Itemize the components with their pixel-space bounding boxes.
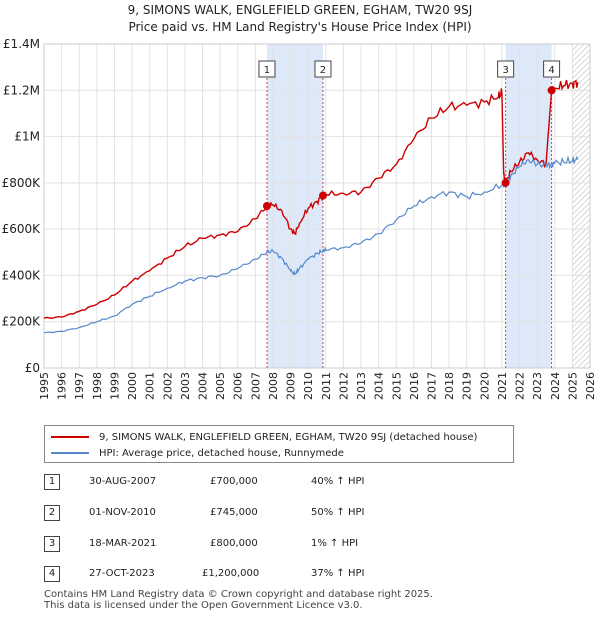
forecast-hatch xyxy=(572,44,590,368)
x-tick-label: 1998 xyxy=(91,372,104,400)
chart-subtitle: Price paid vs. HM Land Registry's House … xyxy=(128,20,472,34)
y-tick-label: £1.4M xyxy=(3,37,40,51)
x-tick-label: 1999 xyxy=(108,372,121,400)
x-tick-label: 2020 xyxy=(478,372,491,400)
price-chart: £0 £200K £400K £600K £800K £1M £1.2M £1.4M 1995 1… xyxy=(2,37,597,400)
sale-label: 3 xyxy=(502,65,508,76)
sale-point xyxy=(501,178,510,187)
x-tick-label: 1995 xyxy=(38,372,51,400)
transaction-hpi: 1% ↑ HPI xyxy=(311,538,359,549)
plot-frame xyxy=(43,43,591,369)
footer-copyright: Contains HM Land Registry data © Crown c… xyxy=(44,589,433,600)
x-tick-label: 2009 xyxy=(285,372,298,400)
x-tick-label: 2012 xyxy=(337,372,350,400)
transaction-price: £800,000 xyxy=(210,538,258,549)
x-tick-label: 2004 xyxy=(197,372,210,400)
sale-label: 2 xyxy=(320,65,326,76)
sale-label: 4 xyxy=(548,65,554,76)
y-tick-label: £0 xyxy=(25,361,40,375)
y-tick-label: £400K xyxy=(2,268,42,282)
x-tick-label: 2008 xyxy=(267,372,280,400)
x-tick-label: 2014 xyxy=(373,372,386,400)
y-tick-label: £200K xyxy=(2,315,42,329)
transaction-number: 4 xyxy=(44,566,60,582)
footer: Contains HM Land Registry data © Crown c… xyxy=(44,589,433,611)
sale-label-box xyxy=(497,60,515,78)
sale-label: 1 xyxy=(264,65,270,76)
transaction-number: 1 xyxy=(44,474,60,490)
chart-title: 9, SIMONS WALK, ENGLEFIELD GREEN, EGHAM,… xyxy=(127,3,473,17)
x-tick-label: 2003 xyxy=(179,372,192,400)
legend-swatch-hpi xyxy=(51,452,89,454)
x-tick-label: 1996 xyxy=(56,372,69,400)
transaction-number: 2 xyxy=(44,505,60,521)
y-tick-label: £800K xyxy=(2,176,42,190)
transaction-date: 27-OCT-2023 xyxy=(89,568,155,579)
sale-label-box xyxy=(314,60,332,78)
transaction-hpi: 37% ↑ HPI xyxy=(311,568,365,579)
sale-label-box xyxy=(543,60,561,78)
transaction-hpi: 50% ↑ HPI xyxy=(311,507,365,518)
legend-item-hpi: HPI: Average price, detached house, Runn… xyxy=(51,446,344,460)
sale-point xyxy=(262,202,271,210)
x-tick-label: 2019 xyxy=(461,372,474,400)
footer-license: This data is licensed under the Open Gov… xyxy=(44,600,363,611)
transaction-price: £745,000 xyxy=(210,507,258,518)
transaction-date: 30-AUG-2007 xyxy=(89,476,157,487)
transaction-date: 01-NOV-2010 xyxy=(89,507,156,518)
x-tick-label: 2002 xyxy=(161,372,174,400)
x-tick-label: 2005 xyxy=(214,372,227,400)
x-tick-label: 2026 xyxy=(584,372,597,400)
x-tick-label: 2018 xyxy=(443,372,456,400)
x-tick-label: 2016 xyxy=(408,372,421,400)
x-tick-label: 2001 xyxy=(144,372,157,400)
x-tick-label: 2006 xyxy=(232,372,245,400)
sale-point xyxy=(318,191,327,200)
transaction-price: £700,000 xyxy=(210,476,258,487)
x-tick-label: 2015 xyxy=(390,372,403,400)
x-tick-label: 2011 xyxy=(320,372,333,400)
x-tick-label: 2017 xyxy=(425,372,438,400)
sale-point xyxy=(547,86,556,95)
sale-period-shade xyxy=(505,44,552,368)
y-tick-label: £600K xyxy=(2,222,42,236)
legend-label-price: 9, SIMONS WALK, ENGLEFIELD GREEN, EGHAM,… xyxy=(99,431,478,443)
transaction-hpi: 40% ↑ HPI xyxy=(311,476,365,487)
y-tick-label: £1.2M xyxy=(3,83,40,97)
price-paid-line xyxy=(43,79,579,319)
x-tick-label: 2021 xyxy=(496,372,509,400)
sale-label-box xyxy=(258,60,276,78)
x-tick-label: 2010 xyxy=(302,372,315,400)
x-tick-label: 2024 xyxy=(549,372,562,400)
transaction-date: 18-MAR-2021 xyxy=(89,538,157,549)
x-tick-label: 2022 xyxy=(514,372,527,400)
y-tick-label: £1M xyxy=(14,130,40,144)
hpi-line xyxy=(43,155,579,334)
transaction-price: £1,200,000 xyxy=(202,568,260,579)
transaction-number: 3 xyxy=(44,536,60,552)
x-tick-label: 2013 xyxy=(355,372,368,400)
x-tick-label: 1997 xyxy=(73,372,86,400)
x-tick-label: 2007 xyxy=(249,372,262,400)
x-tick-label: 2000 xyxy=(126,372,139,400)
chart-legend: 9, SIMONS WALK, ENGLEFIELD GREEN, EGHAM,… xyxy=(44,425,514,463)
x-tick-label: 2023 xyxy=(531,372,544,400)
legend-label-hpi: HPI: Average price, detached house, Runn… xyxy=(99,447,344,459)
x-tick-label: 2025 xyxy=(566,372,579,400)
legend-item-price: 9, SIMONS WALK, ENGLEFIELD GREEN, EGHAM,… xyxy=(51,430,477,444)
legend-swatch-price xyxy=(51,436,89,438)
